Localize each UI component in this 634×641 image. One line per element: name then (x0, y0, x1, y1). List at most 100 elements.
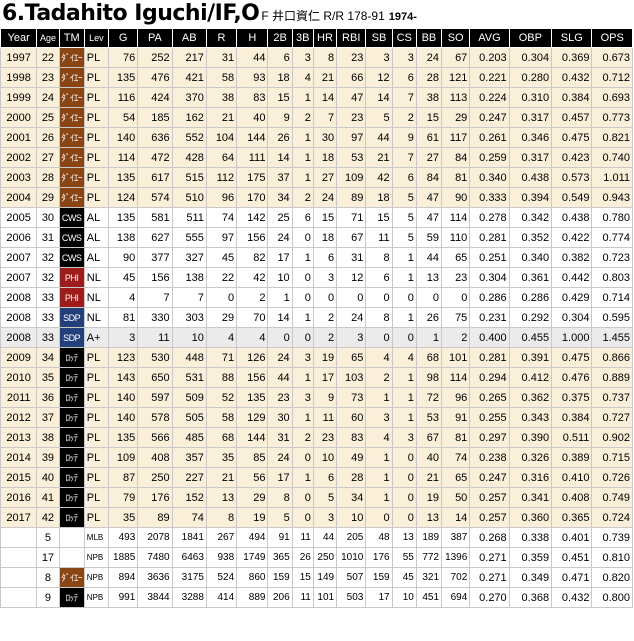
stat-cell: 889 (236, 587, 269, 608)
stat-cell: 511 (171, 207, 207, 228)
stat-cell: 0.573 (551, 167, 593, 188)
stat-cell: 1 (291, 87, 314, 108)
stat-cell: 53 (415, 407, 443, 428)
stat-cell: 8 (267, 487, 293, 508)
stat-cell: 68 (415, 347, 443, 368)
column-header-2b[interactable]: 2B (267, 28, 293, 48)
column-header-h[interactable]: H (236, 28, 269, 48)
stat-cell: 860 (236, 567, 269, 588)
stat-cell: 387 (441, 527, 471, 548)
year-cell: 2006 (0, 227, 38, 248)
stat-cell: 0.800 (591, 587, 633, 608)
age-cell: 28 (36, 167, 60, 188)
level-cell: PL (83, 467, 110, 488)
column-header-r[interactable]: R (205, 28, 238, 48)
column-header-3b[interactable]: 3B (291, 28, 314, 48)
stat-cell: 74 (205, 207, 238, 228)
stat-cell: 0.739 (591, 527, 633, 548)
stat-cell: 574 (137, 187, 173, 208)
stat-cell: 29 (236, 487, 269, 508)
stat-cell: 11 (291, 587, 314, 608)
stat-cell: 0.304 (469, 267, 510, 288)
stat-cell: 14 (441, 507, 471, 528)
team-cell: PHI (58, 267, 85, 288)
year-cell: 2011 (0, 387, 38, 408)
stat-cell: 1 (365, 447, 393, 468)
stat-cell: 49 (336, 447, 367, 468)
stat-cell: 44 (415, 247, 443, 268)
stat-cell: 5 (391, 187, 417, 208)
age-cell: 38 (36, 427, 60, 448)
stat-cell: 5 (267, 507, 293, 528)
age-cell: 25 (36, 107, 60, 128)
stat-cell: 0.349 (508, 567, 553, 588)
stat-cell: 26 (291, 547, 314, 568)
year-cell (0, 527, 38, 548)
stat-cell: 0 (291, 447, 314, 468)
stat-cell: 0.866 (591, 347, 633, 368)
stat-cell: 83 (336, 427, 367, 448)
column-header-year[interactable]: Year (0, 28, 38, 48)
column-header-so[interactable]: SO (441, 28, 471, 48)
stat-cell: 0.724 (591, 507, 633, 528)
stat-cell: 0.382 (551, 247, 593, 268)
column-header-rbi[interactable]: RBI (336, 28, 367, 48)
stat-cell: 0.715 (591, 447, 633, 468)
table-row: 2005 30 CWS AL 135 581 511 74 142 25 6 15 71 15 5 47 114… (0, 207, 633, 228)
stat-cell: 29 (441, 107, 471, 128)
stat-cell: 636 (137, 127, 173, 148)
column-header-ab[interactable]: AB (171, 28, 207, 48)
year-cell: 2005 (0, 207, 38, 228)
column-header-lev[interactable]: Lev (83, 28, 110, 48)
stat-cell: 2 (291, 107, 314, 128)
column-header-g[interactable]: G (107, 28, 139, 48)
stat-cell: 9 (267, 107, 293, 128)
column-header-slg[interactable]: SLG (551, 28, 593, 48)
stat-cell: 15 (312, 207, 338, 228)
team-cell: ﾀﾞｲｴｰ (58, 87, 85, 108)
stat-cell: 510 (171, 187, 207, 208)
stat-cell: 34 (267, 187, 293, 208)
level-cell: PL (83, 187, 110, 208)
stat-cell: 515 (171, 167, 207, 188)
year-cell: 2008 (0, 287, 38, 308)
league-cell: NPB (83, 547, 110, 568)
column-header-obp[interactable]: OBP (508, 28, 553, 48)
stat-cell: 143 (107, 367, 139, 388)
table-row: 2016 41 ﾛｯﾃ PL 79 176 152 13 29 8 0 5 34 1 0 19 50 0.257 0… (0, 487, 633, 508)
stat-cell: 45 (107, 267, 139, 288)
stat-cell: 476 (137, 67, 173, 88)
team-cell: ﾛｯﾃ (58, 467, 85, 488)
age-cell: 35 (36, 367, 60, 388)
column-header-avg[interactable]: AVG (469, 28, 510, 48)
stat-cell: 67 (441, 47, 471, 68)
table-row: 2007 32 PHI NL 45 156 138 22 42 10 0 3 12 6 1 13 23 0.304… (0, 267, 633, 288)
column-header-tm[interactable]: TM (58, 28, 85, 48)
stat-cell: 50 (441, 487, 471, 508)
column-header-hr[interactable]: HR (312, 28, 338, 48)
column-header-ops[interactable]: OPS (591, 28, 633, 48)
stat-cell: 58 (205, 407, 238, 428)
table-row: 2013 38 ﾛｯﾃ PL 135 566 485 68 144 31 2 23 83 4 3 67 81 0.… (0, 427, 633, 448)
stat-cell: 327 (171, 247, 207, 268)
stat-cell: 1 (415, 327, 443, 348)
column-header-sb[interactable]: SB (365, 28, 393, 48)
stat-cell: 0.773 (591, 107, 633, 128)
column-header-cs[interactable]: CS (391, 28, 417, 48)
stat-cell: 18 (312, 227, 338, 248)
age-cell: 32 (36, 247, 60, 268)
stat-cell: 19 (236, 507, 269, 528)
stat-cell: 0 (205, 287, 238, 308)
stat-cell: 31 (205, 47, 238, 68)
column-header-pa[interactable]: PA (137, 28, 173, 48)
stat-cell: 72 (415, 387, 443, 408)
team-cell: ﾛｯﾃ (58, 447, 85, 468)
column-header-bb[interactable]: BB (415, 28, 443, 48)
stat-cell: 70 (236, 307, 269, 328)
stat-cell: 18 (267, 67, 293, 88)
column-header-age[interactable]: Age (36, 28, 60, 48)
stat-cell: 11 (291, 527, 314, 548)
seasons-cell: 9 (36, 587, 60, 608)
stat-cell: 0.297 (469, 427, 510, 448)
age-cell: 23 (36, 67, 60, 88)
